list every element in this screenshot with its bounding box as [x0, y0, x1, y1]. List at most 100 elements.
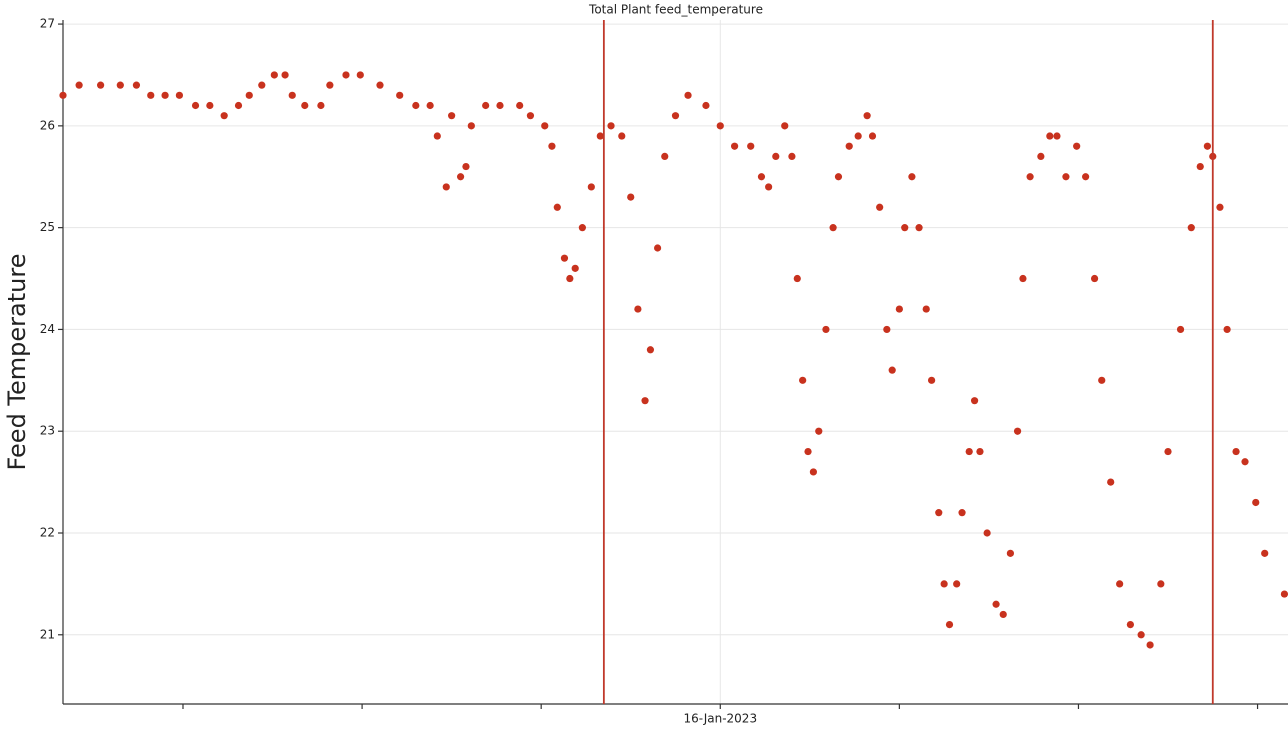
data-point: [1252, 498, 1260, 507]
data-point: [1062, 173, 1070, 181]
data-point: [541, 122, 549, 130]
data-point: [940, 580, 948, 588]
data-point: [646, 346, 655, 354]
x-tick-label: 16-Jan-2023: [683, 712, 757, 726]
data-point: [901, 224, 909, 232]
data-point: [132, 81, 141, 89]
data-point: [845, 142, 853, 150]
data-point: [815, 427, 823, 435]
data-point: [876, 203, 884, 211]
data-point: [1187, 224, 1195, 232]
data-point: [587, 183, 595, 191]
data-point: [270, 71, 278, 79]
data-point: [1164, 447, 1172, 456]
data-point: [596, 132, 604, 140]
data-point: [1216, 203, 1224, 211]
data-point: [765, 183, 773, 191]
data-point: [829, 224, 837, 232]
data-point: [161, 91, 169, 99]
data-point: [1157, 580, 1165, 588]
data-point: [809, 468, 818, 476]
data-point: [245, 91, 253, 99]
data-point: [1090, 274, 1099, 283]
data-point: [634, 305, 642, 313]
data-point: [1013, 427, 1022, 435]
data-point: [908, 173, 916, 181]
data-point: [456, 173, 465, 181]
data-point: [1126, 621, 1134, 629]
data-point: [958, 509, 966, 517]
data-point: [716, 122, 724, 130]
data-point: [116, 81, 124, 89]
data-point: [1006, 549, 1015, 557]
data-point: [281, 71, 289, 79]
data-point: [953, 580, 961, 588]
data-point: [560, 254, 569, 262]
data-point: [376, 81, 384, 89]
data-point: [1203, 142, 1212, 150]
data-point: [1026, 173, 1034, 181]
data-point: [641, 397, 649, 405]
data-point: [326, 81, 334, 89]
data-point: [757, 173, 766, 181]
y-tick-label: 21: [40, 627, 55, 641]
data-point: [804, 447, 812, 456]
data-point: [883, 325, 891, 334]
data-point: [442, 183, 450, 191]
data-point: [1046, 132, 1054, 140]
data-point: [868, 132, 877, 140]
data-point: [661, 152, 669, 160]
data-point: [684, 91, 692, 99]
data-point: [1176, 325, 1185, 334]
data-point: [426, 101, 434, 110]
data-point: [1196, 162, 1204, 171]
data-point: [799, 376, 807, 384]
data-point: [935, 509, 943, 517]
y-tick-label: 23: [40, 424, 55, 438]
data-point: [915, 224, 923, 232]
data-point: [822, 325, 830, 334]
data-point: [191, 101, 200, 110]
data-point: [548, 142, 556, 150]
data-point: [175, 91, 184, 99]
data-point: [75, 81, 83, 89]
data-point: [1019, 274, 1027, 283]
data-point: [288, 91, 296, 99]
data-point: [516, 101, 524, 110]
data-point: [928, 376, 936, 384]
data-point: [482, 101, 490, 110]
data-point: [1241, 458, 1249, 466]
data-point: [433, 132, 441, 140]
data-point: [1146, 641, 1154, 649]
data-point: [788, 152, 796, 160]
data-point: [317, 101, 325, 110]
data-point: [965, 447, 973, 456]
data-point: [220, 112, 228, 120]
data-point: [793, 274, 801, 283]
data-point: [834, 173, 843, 181]
data-point: [553, 203, 561, 211]
data-point: [462, 162, 470, 171]
data-point: [747, 142, 755, 150]
data-point: [301, 101, 309, 110]
data-point: [945, 621, 954, 629]
data-point: [1137, 631, 1145, 639]
data-point: [781, 122, 789, 130]
data-point: [618, 132, 626, 140]
data-point: [731, 142, 739, 150]
data-point: [854, 132, 862, 140]
data-point: [206, 101, 214, 110]
data-point: [467, 122, 475, 130]
data-point: [97, 81, 105, 89]
data-point: [1280, 590, 1288, 598]
data-point: [578, 224, 586, 232]
data-point: [922, 305, 930, 313]
data-point: [772, 152, 780, 160]
data-point: [234, 101, 243, 110]
data-point: [526, 112, 535, 120]
data-point: [999, 610, 1007, 619]
data-point: [448, 112, 456, 120]
data-point: [1053, 132, 1061, 140]
data-point: [59, 91, 67, 99]
